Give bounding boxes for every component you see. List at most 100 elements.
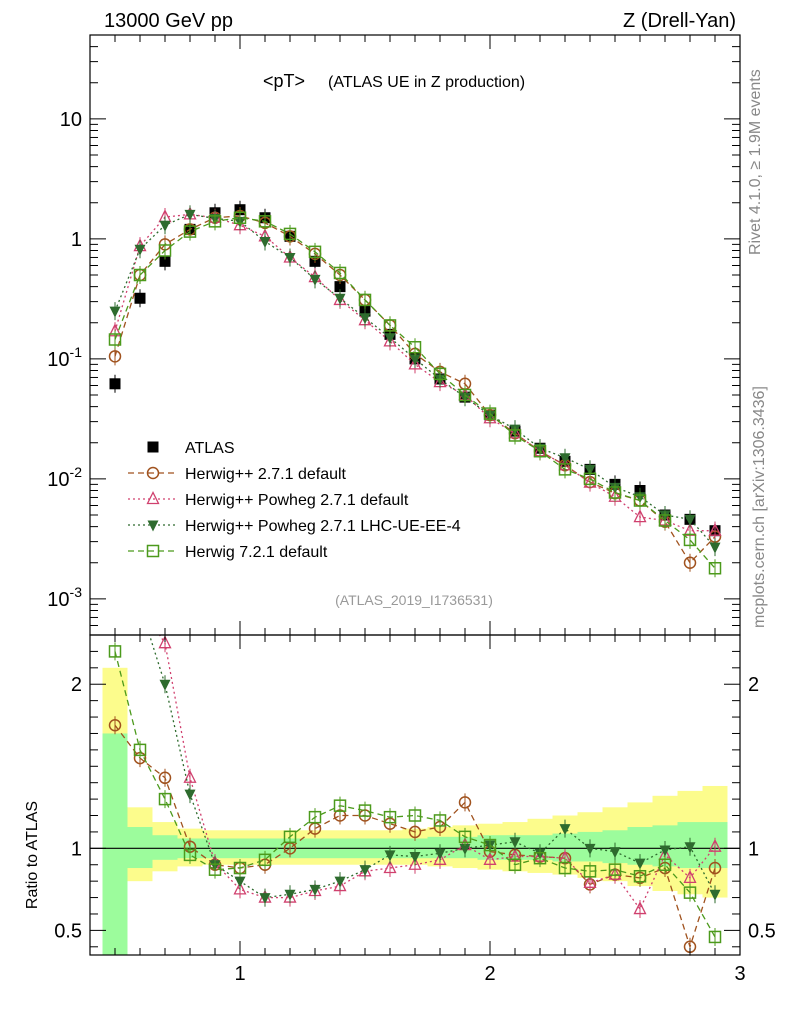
main-point-powheg_default: [408, 356, 422, 370]
main-point-herwig7: [533, 444, 547, 458]
main-point-herwig7: [333, 266, 347, 280]
ratio-point-herwig7: [483, 838, 497, 852]
ratio-point-herwig7: [258, 853, 272, 867]
ratio-point-herwig7: [583, 865, 597, 878]
main-point-herwig7: [208, 215, 222, 228]
main-y-tick-label: 1: [71, 229, 82, 251]
main-point-herwig7: [308, 245, 322, 259]
ratio-point-herwig_pp: [408, 825, 422, 839]
header-process-label: Z (Drell-Yan): [623, 10, 736, 32]
ratio-point-herwig_pp: [158, 771, 172, 785]
plot-subtitle: (ATLAS UE in Z production): [328, 74, 525, 91]
legend-label-powheg-default: Herwig++ Powheg 2.7.1 default: [185, 492, 409, 509]
ratio-point-powheg_lhc: [359, 865, 371, 877]
main-point-herwig7: [358, 293, 372, 307]
ratio-point-herwig7: [533, 851, 547, 865]
ratio-point-herwig7: [233, 861, 247, 875]
ratio-point-powheg_lhc: [409, 852, 421, 864]
ratio-point-powheg_lhc: [509, 837, 521, 849]
main-point-herwig7: [483, 407, 497, 420]
legend-label-herwig7: Herwig 7.2.1 default: [185, 544, 328, 561]
main-point-herwig7: [608, 486, 622, 499]
main-point-herwig7: [633, 494, 647, 507]
main-point-herwig7: [708, 561, 722, 575]
ratio-panel-series: [108, 634, 722, 956]
main-y-tick-label: 10: [60, 109, 82, 131]
ratio-y-tick-label-right: 1: [748, 838, 759, 860]
main-y-tick-label: 10-2: [47, 464, 82, 491]
main-point-herwig7: [158, 244, 172, 257]
legend-label-atlas: ATLAS: [185, 440, 235, 457]
ratio-point-powheg_lhc: [259, 893, 271, 905]
ratio-band-inner: [127, 827, 153, 869]
ratio-y-tick-label-left: 2: [71, 674, 82, 696]
main-series-powheg_default: [108, 205, 722, 540]
main-point-herwig7: [283, 227, 297, 241]
main-point-data: [109, 378, 121, 390]
ratio-band-inner: [102, 733, 128, 955]
ratio-point-powheg_lhc: [459, 843, 471, 855]
ratio-point-powheg_lhc: [559, 824, 571, 836]
ratio-point-powheg_default: [583, 874, 597, 888]
ratio-point-herwig7: [358, 804, 372, 817]
ratio-point-powheg_lhc: [684, 842, 696, 854]
main-point-herwig7: [108, 333, 122, 346]
mcplots-credit-label: mcplots.cern.ch [arXiv:1306.3436]: [751, 386, 768, 628]
plot-title: <pT>: [263, 71, 305, 91]
legend-marker-data: [147, 441, 159, 453]
main-y-tick-label: 10-3: [47, 584, 82, 611]
ratio-point-powheg_lhc: [609, 847, 621, 859]
main-point-herwig7: [233, 211, 247, 224]
main-point-herwig_pp: [108, 350, 122, 363]
legend: ATLAS Herwig++ 2.7.1 default Herwig++ Po…: [128, 440, 461, 561]
ratio-point-herwig7: [633, 869, 647, 883]
header-collision-label: 13000 GeV pp: [104, 10, 233, 32]
main-line-herwig_pp: [114, 215, 716, 564]
main-point-powheg_lhc: [259, 237, 271, 249]
ratio-point-herwig7: [383, 810, 397, 824]
ratio-point-powheg_lhc: [384, 850, 396, 862]
ratio-point-herwig7: [433, 814, 447, 827]
main-point-powheg_lhc: [159, 220, 171, 232]
ratio-point-powheg_lhc: [584, 843, 596, 855]
ratio-point-herwig7: [408, 809, 422, 822]
main-point-powheg_default: [708, 522, 722, 536]
main-point-herwig7: [683, 533, 697, 547]
ratio-point-powheg_default: [433, 851, 447, 865]
main-y-tick-label: 10-1: [47, 344, 82, 371]
main-point-data: [159, 255, 171, 267]
ratio-point-herwig7: [458, 830, 472, 844]
ratio-point-herwig7: [283, 830, 297, 844]
ratio-point-powheg_default: [233, 881, 247, 895]
main-point-herwig7: [433, 367, 447, 381]
ratio-point-powheg_default: [158, 635, 172, 649]
analysis-reference: (ATLAS_2019_I1736531): [335, 592, 493, 608]
main-point-herwig7: [408, 340, 422, 354]
ratio-point-herwig7: [333, 799, 347, 812]
main-series-herwig7: [108, 208, 722, 578]
x-tick-label: 3: [734, 963, 745, 985]
main-point-powheg_lhc: [409, 354, 421, 366]
main-point-powheg_lhc: [709, 542, 721, 554]
ratio-point-powheg_lhc: [284, 889, 296, 901]
ratio-point-powheg_lhc: [159, 679, 171, 691]
ratio-y-axis-label: Ratio to ATLAS: [24, 801, 41, 909]
ratio-y-tick-label-right: 2: [748, 674, 759, 696]
ratio-point-powheg_lhc: [659, 845, 671, 857]
ratio-point-herwig7: [108, 645, 122, 658]
ratio-point-herwig_pp: [708, 861, 722, 875]
ratio-band-inner: [152, 835, 178, 860]
ratio-point-herwig7: [708, 930, 722, 944]
legend-marker-herwig_pp: [146, 466, 160, 480]
ratio-point-herwig_pp: [108, 719, 122, 732]
ratio-point-powheg_default: [683, 869, 697, 884]
main-point-herwig7: [558, 463, 572, 476]
main-point-herwig7: [383, 319, 397, 332]
ratio-point-herwig7: [308, 810, 322, 824]
main-point-herwig7: [658, 514, 672, 527]
main-point-powheg_default: [633, 509, 647, 523]
main-point-powheg_lhc: [309, 274, 321, 286]
main-point-powheg_lhc: [184, 209, 196, 221]
ratio-y-tick-label-left: 1: [71, 838, 82, 860]
